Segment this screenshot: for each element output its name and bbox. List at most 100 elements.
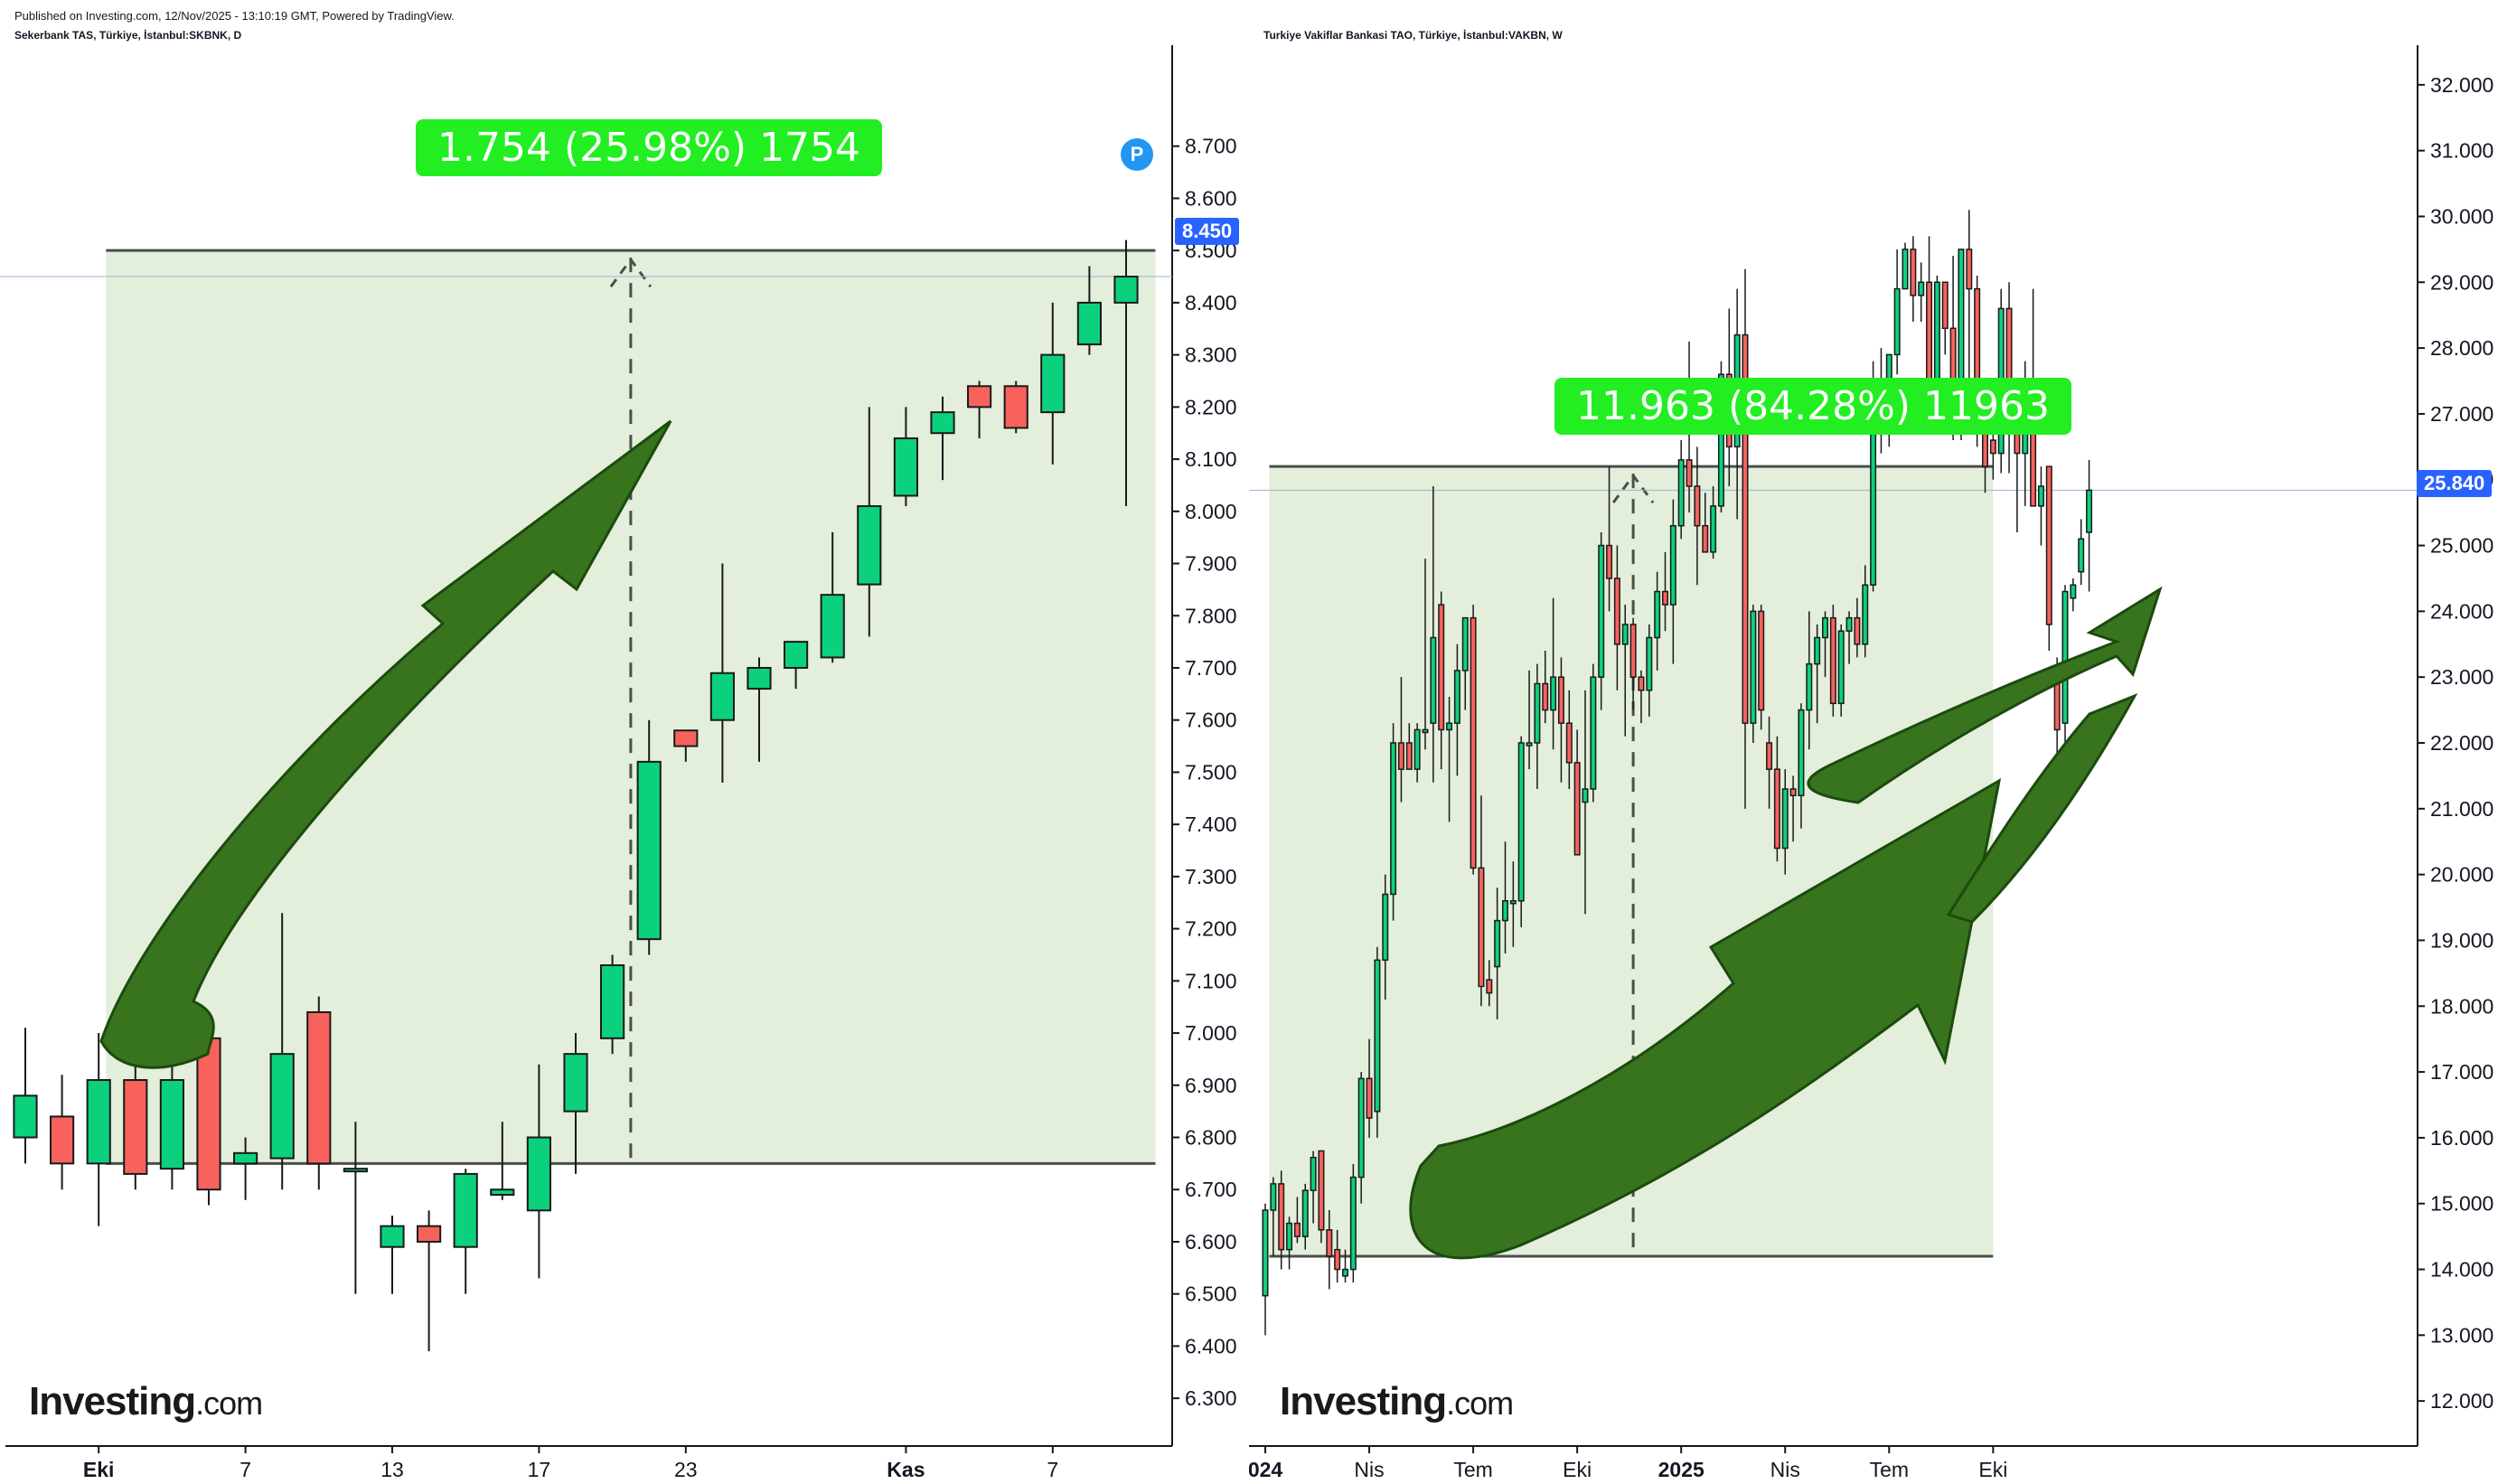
right-candle-body bbox=[1301, 1189, 1309, 1237]
left-candle-body bbox=[13, 1094, 38, 1139]
right-candle-body bbox=[1293, 1222, 1301, 1237]
right-candle-body bbox=[1382, 893, 1389, 962]
left-y-tick-label: 7.600 bbox=[1185, 709, 1237, 732]
right-candle-body bbox=[2078, 538, 2085, 573]
left-y-tick-label: 8.300 bbox=[1185, 343, 1237, 367]
right-chart[interactable]: 12.000 13.000 14.000 15.000 16.000 17.000 18.0… bbox=[1249, 0, 2498, 1484]
right-candle-body bbox=[1829, 616, 1836, 705]
right-candle-body bbox=[1613, 578, 1620, 645]
left-y-tick-label: 7.900 bbox=[1185, 552, 1237, 576]
left-x-tick-label: 23 bbox=[674, 1458, 698, 1481]
left-candle-body bbox=[967, 385, 992, 409]
investing-logo-left: Investing.com bbox=[29, 1379, 263, 1423]
left-y-tick-label: 7.200 bbox=[1185, 917, 1237, 941]
right-y-tick-label: 29.000 bbox=[2430, 270, 2493, 294]
right-candle-body bbox=[1357, 1077, 1365, 1179]
left-candle-body bbox=[269, 1053, 295, 1160]
left-candle-body bbox=[86, 1079, 111, 1165]
right-candle-body bbox=[1310, 1156, 1317, 1191]
right-candle-body bbox=[1798, 709, 1805, 797]
left-trend-arrow bbox=[99, 419, 672, 1069]
right-chart-title: Turkiye Vakiflar Bankasi TAO, Türkiye, İ… bbox=[1263, 29, 1563, 42]
right-y-tick-label: 18.000 bbox=[2430, 994, 2493, 1018]
right-candle-body bbox=[1349, 1176, 1357, 1271]
left-y-tick-label: 8.600 bbox=[1185, 186, 1237, 210]
right-candle-body bbox=[1534, 682, 1541, 744]
left-candle-body bbox=[1113, 276, 1139, 304]
left-candle-body bbox=[673, 729, 699, 747]
right-y-tick-label: 28.000 bbox=[2430, 336, 2493, 360]
right-x-tick-label: Tem bbox=[1453, 1458, 1492, 1481]
right-x-tick-label: Nis bbox=[1354, 1458, 1384, 1481]
right-candle-body bbox=[1573, 762, 1581, 856]
right-candle-body bbox=[1502, 900, 1508, 922]
right-candle-body bbox=[1278, 1183, 1285, 1251]
right-candle-body bbox=[1470, 616, 1477, 869]
right-candle-body bbox=[1989, 439, 1996, 455]
right-candle-body bbox=[1270, 1183, 1277, 1211]
right-candle-body bbox=[1781, 788, 1789, 850]
left-y-tick-label: 7.400 bbox=[1185, 812, 1237, 836]
right-candle-body bbox=[1717, 373, 1724, 507]
right-candle-body bbox=[1494, 919, 1501, 968]
left-candle-body bbox=[306, 1010, 332, 1165]
right-candle-body bbox=[1517, 742, 1525, 902]
right-y-tick-label: 32.000 bbox=[2430, 73, 2493, 97]
right-candle-body bbox=[1598, 544, 1605, 678]
right-candle-body bbox=[1478, 867, 1485, 988]
right-candle-body bbox=[1397, 742, 1404, 770]
right-candle-body bbox=[1550, 676, 1557, 711]
left-candle-body bbox=[820, 594, 845, 659]
left-candle-body bbox=[343, 1168, 368, 1173]
left-candle-body bbox=[784, 641, 809, 669]
right-candle-body bbox=[2086, 489, 2093, 533]
left-candle-body bbox=[709, 672, 735, 721]
right-candle-body bbox=[1854, 616, 1861, 645]
left-y-tick-label: 7.700 bbox=[1185, 656, 1237, 680]
right-x-tick-label: 024 bbox=[1249, 1458, 1282, 1481]
right-candle-body bbox=[2037, 485, 2044, 507]
right-candle-body bbox=[1789, 788, 1797, 797]
right-candle-body bbox=[1902, 249, 1909, 290]
left-candle-body bbox=[490, 1188, 515, 1197]
right-x-tick-label: 2025 bbox=[1658, 1458, 1704, 1481]
right-y-tick-label: 30.000 bbox=[2430, 204, 2493, 228]
left-y-tick-label: 6.700 bbox=[1185, 1178, 1237, 1201]
right-candle-body bbox=[1702, 524, 1709, 553]
right-candle-body bbox=[1509, 900, 1517, 905]
right-candle-body bbox=[1638, 676, 1645, 691]
left-candle-body bbox=[380, 1225, 405, 1248]
left-candle-body bbox=[233, 1151, 258, 1165]
right-last-price-tag: 25.840 bbox=[2417, 470, 2493, 497]
published-note: Published on Investing.com, 12/Nov/2025 … bbox=[14, 9, 455, 23]
left-y-tick-label: 6.300 bbox=[1185, 1386, 1237, 1410]
right-candle-body bbox=[2070, 584, 2077, 599]
right-candle-body bbox=[1342, 1268, 1348, 1277]
left-candle-body bbox=[417, 1225, 442, 1243]
left-candle-body bbox=[747, 666, 772, 690]
left-candle-body bbox=[159, 1079, 184, 1170]
left-candle-body bbox=[196, 1037, 221, 1191]
left-y-tick-label: 8.100 bbox=[1185, 447, 1237, 471]
right-candle-body bbox=[1374, 959, 1381, 1113]
left-candle-body bbox=[50, 1115, 75, 1165]
right-candle-body bbox=[1750, 610, 1757, 724]
left-y-tick-label: 8.200 bbox=[1185, 395, 1237, 418]
right-measure-label: 11.963 (84.28%) 11963 bbox=[1554, 378, 2072, 435]
right-y-tick-label: 24.000 bbox=[2430, 599, 2493, 623]
left-candle-body bbox=[1076, 301, 1102, 346]
left-y-tick-label: 7.300 bbox=[1185, 865, 1237, 888]
left-x-tick-label: 7 bbox=[239, 1458, 251, 1481]
left-candle-body bbox=[1040, 353, 1066, 414]
publisher-badge[interactable]: P bbox=[1121, 138, 1153, 171]
right-y-tick-label: 21.000 bbox=[2430, 797, 2493, 821]
right-candle-body bbox=[1542, 682, 1549, 711]
right-y-tick-label: 12.000 bbox=[2430, 1389, 2493, 1413]
left-y-tick-label: 6.500 bbox=[1185, 1282, 1237, 1306]
right-candle-body bbox=[1526, 742, 1533, 747]
right-candle-body bbox=[1742, 333, 1749, 724]
left-chart[interactable]: 6.300 6.400 6.500 6.600 6.700 6.800 6.900 7.000… bbox=[0, 0, 1249, 1484]
right-candle-body bbox=[1606, 544, 1613, 579]
right-candle-body bbox=[1654, 590, 1661, 639]
right-candle-body bbox=[1918, 281, 1925, 296]
